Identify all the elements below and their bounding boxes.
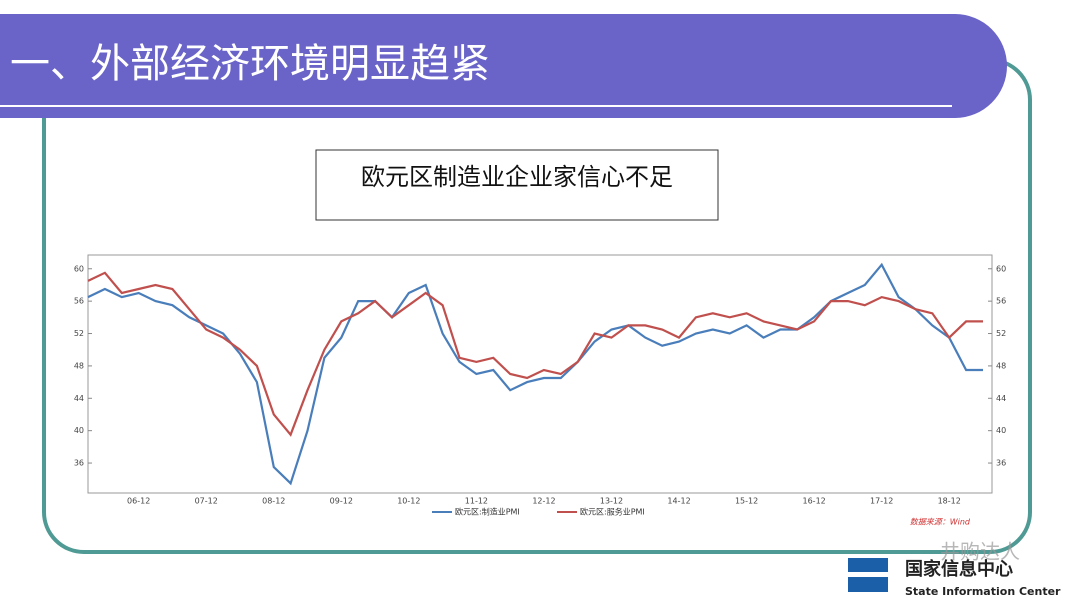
logo-cn: 国家信息中心 <box>905 558 1013 580</box>
y2-tick-label: 40 <box>996 426 1006 435</box>
x-tick-label: 17-12 <box>870 497 893 506</box>
y-tick-label: 36 <box>74 459 84 468</box>
y-tick-label: 48 <box>74 361 84 370</box>
legend-label: 欧元区:制造业PMI <box>455 507 520 517</box>
y2-tick-label: 36 <box>996 459 1006 468</box>
y2-tick-label: 56 <box>996 297 1006 306</box>
x-tick-label: 08-12 <box>262 497 285 506</box>
x-tick-label: 10-12 <box>397 497 420 506</box>
y2-tick-label: 52 <box>996 329 1006 338</box>
source: 数据来源：Wind <box>910 518 971 527</box>
y2-tick-label: 48 <box>996 361 1006 370</box>
watermark: 井购达人 <box>940 540 1020 564</box>
line-series <box>87 271 983 437</box>
x-tick-label: 18-12 <box>938 497 961 506</box>
logo-stripe <box>848 572 888 577</box>
x-tick-label: 11-12 <box>465 497 488 506</box>
x-tick-label: 12-12 <box>532 497 555 506</box>
x-tick-label: 07-12 <box>195 497 218 506</box>
y-tick-label: 44 <box>74 394 84 403</box>
subtitle: 欧元区制造业企业家信心不足 <box>361 163 673 191</box>
plot-border <box>87 254 993 494</box>
x-tick-label: 15-12 <box>735 497 758 506</box>
slide-title: 一、外部经济环境明显趋紧 <box>10 41 490 87</box>
x-tick-label: 16-12 <box>803 497 826 506</box>
logo-en: State Information Center <box>905 585 1061 598</box>
y2-tick-label: 44 <box>996 394 1006 403</box>
x-tick-label: 06-12 <box>127 497 150 506</box>
x-tick-label: 13-12 <box>600 497 623 506</box>
y-tick-label: 56 <box>74 297 84 306</box>
y-tick-label: 40 <box>74 426 84 435</box>
y-tick-label: 60 <box>74 264 84 273</box>
line-series <box>87 262 983 486</box>
x-tick-label: 09-12 <box>330 497 353 506</box>
title-banner <box>0 14 1007 118</box>
legend-label: 欧元区:服务业PMI <box>580 507 645 517</box>
y2-tick-label: 60 <box>996 264 1006 273</box>
y-tick-label: 52 <box>74 329 84 338</box>
x-tick-label: 14-12 <box>667 497 690 506</box>
chart-area <box>62 240 1012 535</box>
subtitle-box <box>315 149 719 221</box>
